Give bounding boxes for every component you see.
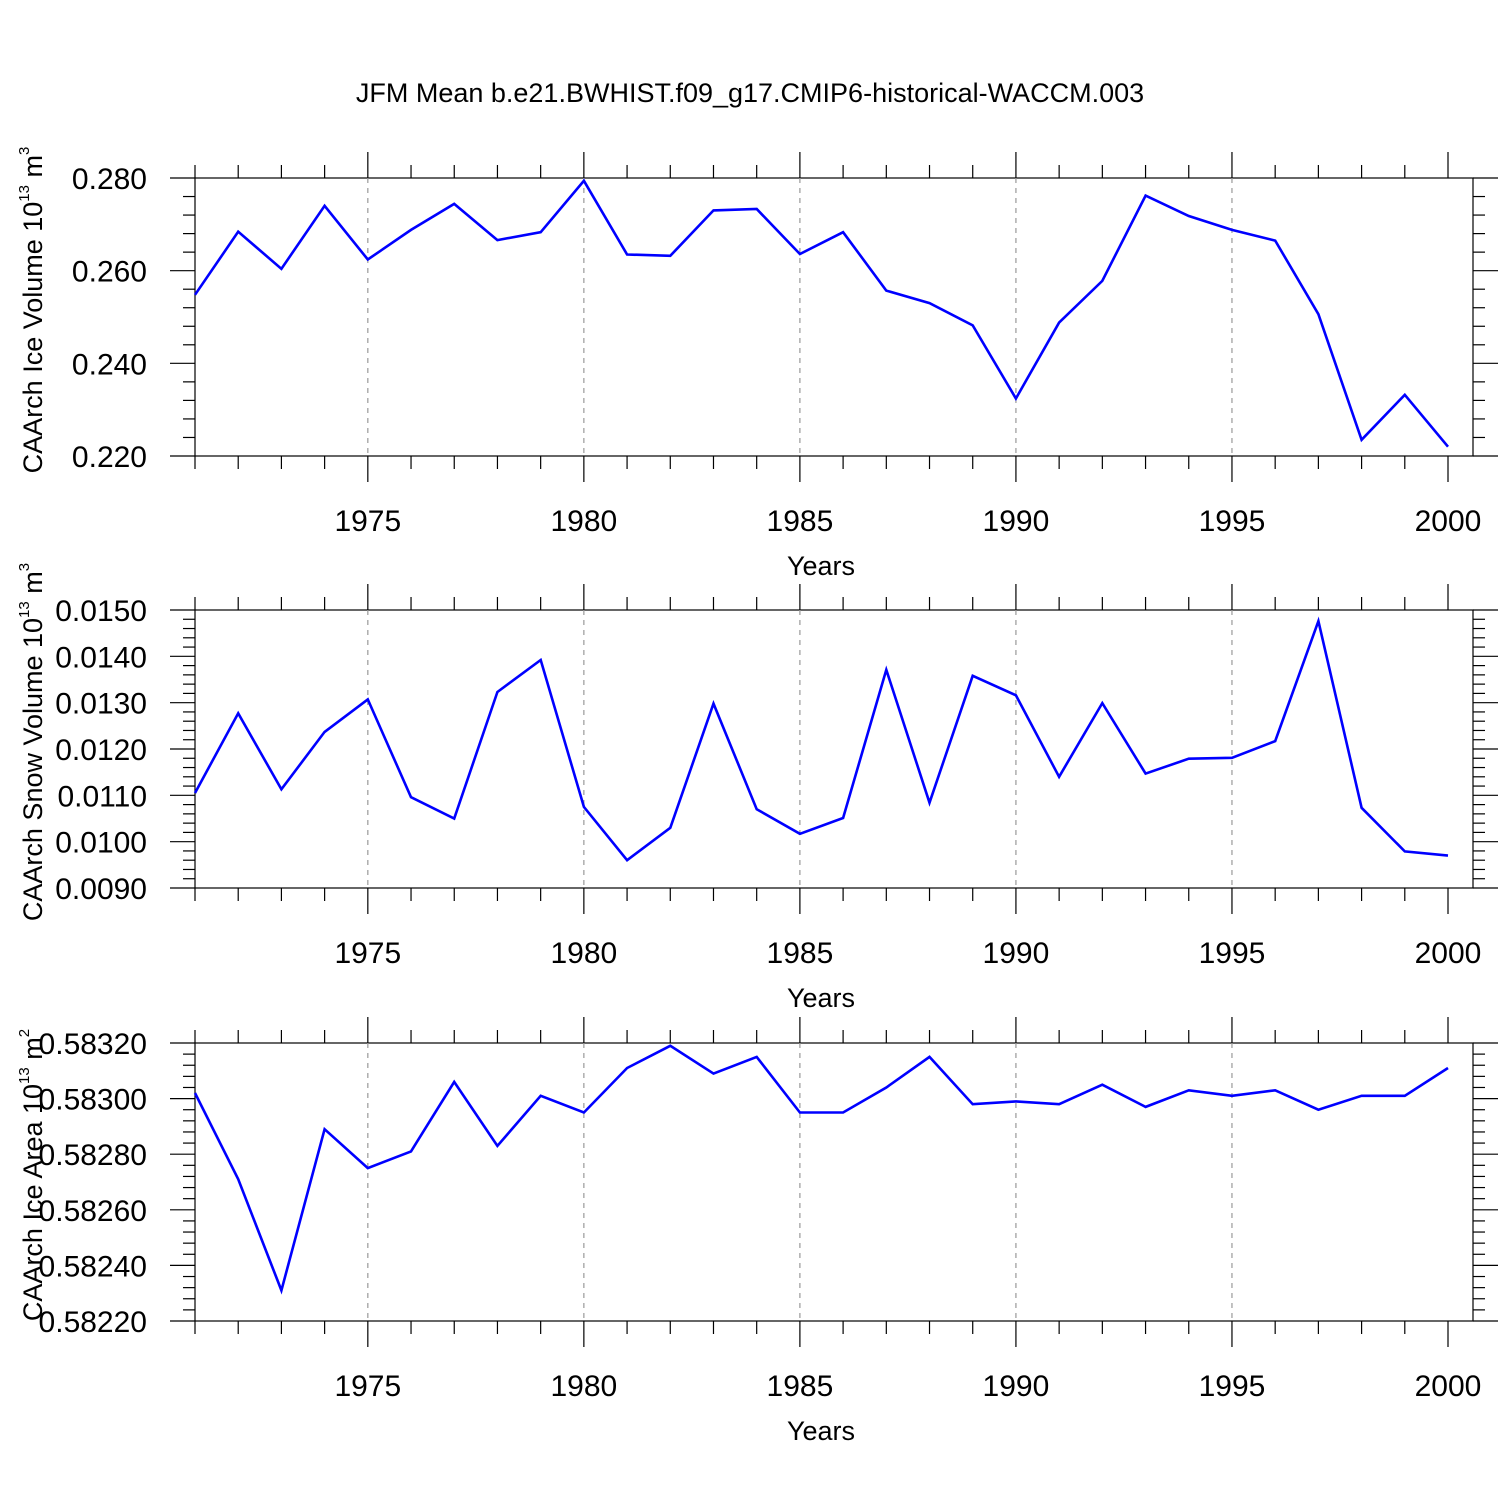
y-tick-label: 0.0100 <box>55 827 147 860</box>
y-axis-title-superscript: 13 <box>16 601 33 618</box>
y-tick-label: 0.58220 <box>39 1306 147 1339</box>
y-axis-title-text: m <box>18 571 48 601</box>
y-tick-label: 0.0140 <box>55 641 147 674</box>
y-axis-title-text: CAArch Ice Area 10 <box>18 1084 48 1321</box>
y-tick-label: 0.58300 <box>39 1084 147 1117</box>
plot-frame <box>194 609 1474 889</box>
y-axis-title-superscript: 13 <box>16 185 33 202</box>
x-tick-label: 1985 <box>767 937 834 970</box>
x-tick-label: 2000 <box>1415 505 1482 538</box>
panel-2: 1975 1980 1985 1990 1995 2000 0.0090 0.0100 0.01… <box>16 563 1498 1013</box>
x-tick-label: 1975 <box>334 1370 401 1403</box>
x-axis-title: Years <box>787 551 855 581</box>
x-tick-label: 1975 <box>334 937 401 970</box>
y-axis-title-text: m <box>18 1037 48 1067</box>
x-tick-label: 1995 <box>1199 505 1266 538</box>
x-tick-label: 1995 <box>1199 1370 1266 1403</box>
y-tick-label: 0.280 <box>72 163 147 196</box>
y-tick-label: 0.58280 <box>39 1139 147 1172</box>
x-tick-label: 1985 <box>767 505 834 538</box>
x-tick-label: 1995 <box>1199 937 1266 970</box>
page-title: JFM Mean b.e21.BWHIST.f09_g17.CMIP6-hist… <box>355 78 1145 108</box>
y-tick-label: 0.0150 <box>55 595 147 628</box>
x-tick-label: 1985 <box>767 1370 834 1403</box>
x-tick-label: 2000 <box>1415 937 1482 970</box>
panel-1: 1975 1980 1985 1990 1995 2000 0.220 0.240 0.260 0… <box>16 147 1498 581</box>
x-tick-label: 1975 <box>334 505 401 538</box>
y-axis-title-text: CAArch Ice Volume 10 <box>18 202 48 474</box>
y-tick-label: 0.0110 <box>57 780 147 813</box>
x-tick-label: 1980 <box>550 505 617 538</box>
panel-3: 1975 1980 1985 1990 1995 2000 0.58220 0.58240 0.… <box>16 1017 1498 1446</box>
series-line <box>193 1044 1449 1295</box>
x-tick-label: 1990 <box>983 1370 1050 1403</box>
x-tick-label: 1980 <box>550 937 617 970</box>
y-tick-label: 0.220 <box>72 441 147 474</box>
y-axis-title-text: m <box>18 155 48 185</box>
series-line <box>193 616 1449 862</box>
y-axis-title-superscript: 13 <box>16 1067 33 1084</box>
plot-frame <box>194 1042 1474 1322</box>
y-tick-label: 0.0120 <box>55 734 147 767</box>
x-tick-label: 2000 <box>1415 1370 1482 1403</box>
y-axis-title-superscript: 2 <box>16 1029 33 1037</box>
x-tick-label: 1990 <box>983 937 1050 970</box>
x-axis-title: Years <box>787 1416 855 1446</box>
x-tick-label: 1990 <box>983 505 1050 538</box>
y-axis-title: CAArch Snow Volume 1013 m3 <box>16 563 48 921</box>
y-axis-title-text: CAArch Snow Volume 10 <box>18 618 48 921</box>
y-axis-title: CAArch Ice Volume 1013 m3 <box>16 147 48 474</box>
series-line <box>193 178 1449 448</box>
x-axis-title: Years <box>787 983 855 1013</box>
x-tick-label: 1980 <box>550 1370 617 1403</box>
plot-frame <box>194 177 1474 457</box>
y-axis-title-superscript: 3 <box>16 147 33 155</box>
y-axis-title: CAArch Ice Area 1013 m2 <box>16 1029 48 1321</box>
y-tick-label: 0.0090 <box>55 873 147 906</box>
y-tick-label: 0.58240 <box>39 1250 147 1283</box>
y-tick-label: 0.0130 <box>55 688 147 721</box>
y-tick-label: 0.58260 <box>39 1195 147 1228</box>
y-tick-label: 0.240 <box>72 348 147 381</box>
y-tick-label: 0.260 <box>72 256 147 289</box>
y-axis-title-superscript: 3 <box>16 563 33 571</box>
y-tick-label: 0.58320 <box>39 1028 147 1061</box>
